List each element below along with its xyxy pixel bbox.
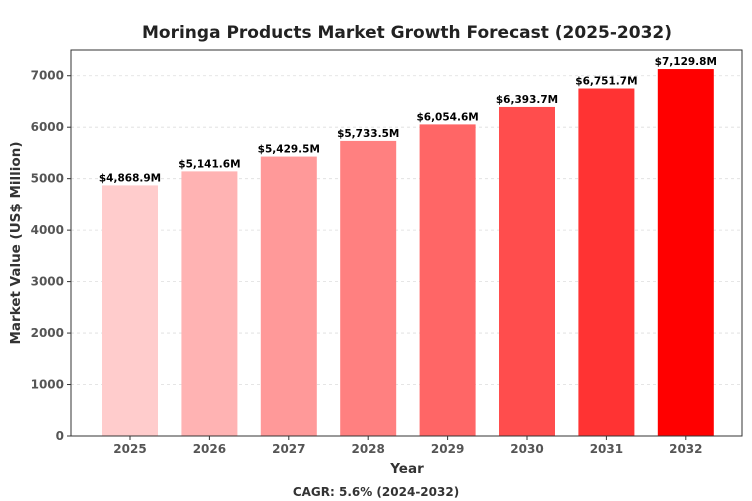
plot-frame xyxy=(70,49,743,437)
data-label-2029: $6,054.6M xyxy=(416,111,478,123)
gridlines xyxy=(71,75,742,385)
y-tick-label: 1000 xyxy=(31,378,64,392)
x-tick-label-2026: 2026 xyxy=(193,442,226,456)
bars-group xyxy=(102,69,714,437)
y-axis-label: Market Value (US$ Million) xyxy=(8,142,24,345)
x-axis-ticks: 2025 2026 2027 2028 2029 2030 2031 2032 xyxy=(113,436,703,456)
data-label-2025: $4,868.9M xyxy=(99,172,161,184)
bar-2030 xyxy=(499,106,555,437)
bar-2029 xyxy=(419,124,476,436)
bar-2027 xyxy=(260,156,317,436)
bar-labels-group: $4,868.9M $5,141.6M $5,429.5M $5,733.5M $6,0… xyxy=(99,56,717,184)
bar-2025 xyxy=(102,185,158,436)
x-tick-label-2029: 2029 xyxy=(431,442,464,456)
y-tick-label: 6000 xyxy=(31,120,64,134)
data-label-2032: $7,129.8M xyxy=(655,56,717,68)
y-tick-label: 7000 xyxy=(31,69,64,83)
bar-2031 xyxy=(578,88,635,436)
chart-title: Moringa Products Market Growth Forecast … xyxy=(142,23,672,43)
data-label-2026: $5,141.6M xyxy=(178,158,240,170)
data-label-2030: $6,393.7M xyxy=(496,94,558,106)
x-tick-label-2031: 2031 xyxy=(590,442,623,456)
bar-2032 xyxy=(657,69,714,436)
data-label-2031: $6,751.7M xyxy=(575,76,637,88)
y-tick-label: 0 xyxy=(56,429,64,443)
y-tick-label: 3000 xyxy=(31,275,64,289)
y-tick-label: 2000 xyxy=(31,326,64,340)
data-label-2027: $5,429.5M xyxy=(258,144,320,156)
data-label-2028: $5,733.5M xyxy=(337,128,399,140)
cagr-footnote: CAGR: 5.6% (2024-2032) xyxy=(293,485,459,499)
x-tick-label-2030: 2030 xyxy=(510,442,543,456)
x-tick-label-2028: 2028 xyxy=(351,442,384,456)
x-axis-label: Year xyxy=(389,461,424,477)
y-tick-label: 4000 xyxy=(31,223,64,237)
x-tick-label-2032: 2032 xyxy=(669,442,702,456)
y-tick-label: 5000 xyxy=(31,172,64,186)
y-axis-ticks: 0 1000 2000 3000 4000 5000 6000 7000 xyxy=(31,69,71,443)
bar-2026 xyxy=(181,171,238,437)
bar-2028 xyxy=(340,140,397,436)
x-tick-label-2027: 2027 xyxy=(272,442,305,456)
x-tick-label-2025: 2025 xyxy=(113,442,146,456)
